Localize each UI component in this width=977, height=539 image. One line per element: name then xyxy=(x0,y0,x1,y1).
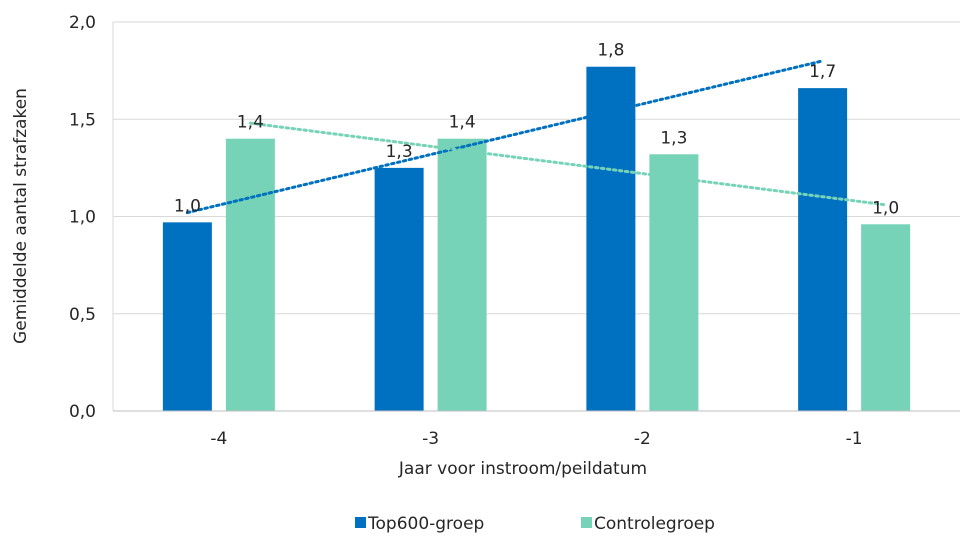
bar xyxy=(162,222,212,411)
bars xyxy=(162,66,911,412)
trendlines xyxy=(185,59,888,215)
x-tick-label: -1 xyxy=(846,429,863,449)
x-tick-label: -4 xyxy=(210,429,227,449)
y-tick-label: 2,0 xyxy=(69,13,96,33)
data-label: 1,3 xyxy=(386,142,413,162)
y-tick-label: 0,0 xyxy=(69,402,96,422)
bar xyxy=(437,138,487,411)
data-label: 1,7 xyxy=(809,62,836,82)
x-tick-label: -3 xyxy=(422,429,439,449)
bar xyxy=(861,224,911,411)
legend-swatch xyxy=(581,517,592,528)
data-label: 1,0 xyxy=(174,196,201,216)
data-labels: 1,0 1,3 1,8 1,7 1,4 1,4 1,3 1,0 xyxy=(174,41,899,219)
data-label: 1,0 xyxy=(872,198,899,218)
data-label: 1,4 xyxy=(449,113,476,133)
legend-label: Top600-groep xyxy=(367,514,484,534)
trendline xyxy=(248,121,888,207)
bar xyxy=(586,66,636,412)
y-tick-label: 1,0 xyxy=(69,208,96,228)
axes: 0,0 0,5 1,0 1,5 2,0 -4 -3 -2 -1 xyxy=(69,13,960,449)
data-label: 1,4 xyxy=(237,113,264,133)
x-tick-label: -2 xyxy=(634,429,651,449)
legend: Top600-groep Controlegroep xyxy=(355,514,715,534)
bar xyxy=(374,167,424,411)
data-label: 1,8 xyxy=(597,41,624,61)
bar xyxy=(649,154,699,411)
y-axis-title: Gemiddelde aantal strafzaken xyxy=(11,88,31,344)
legend-swatch xyxy=(355,517,366,528)
y-tick-label: 0,5 xyxy=(69,305,96,325)
data-label: 1,3 xyxy=(660,128,687,148)
bar xyxy=(798,88,848,411)
bar xyxy=(225,138,275,411)
trendline xyxy=(185,59,825,215)
legend-label: Controlegroep xyxy=(594,514,715,534)
x-axis-title: Jaar voor instroom/peildatum xyxy=(398,459,647,479)
y-tick-label: 1,5 xyxy=(69,110,96,130)
